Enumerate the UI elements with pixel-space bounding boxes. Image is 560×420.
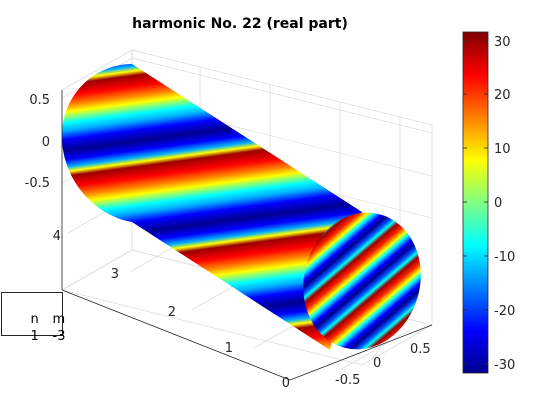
x-axis-ticks: -0.5 0 0.5 bbox=[335, 342, 431, 388]
z-tick-label: 0.5 bbox=[29, 93, 50, 108]
colorbar-tick-label: 30 bbox=[494, 35, 511, 50]
y-tick-label: 4 bbox=[53, 229, 61, 244]
y-tick-label: 1 bbox=[225, 341, 233, 356]
z-tick-label: -0.5 bbox=[25, 176, 50, 191]
colorbar-ticks bbox=[463, 40, 488, 365]
colorbar-tick-label: -30 bbox=[494, 358, 515, 373]
value-n: 1 bbox=[30, 329, 39, 344]
y-tick-label: 0 bbox=[282, 376, 290, 391]
header-n-label: n bbox=[30, 312, 39, 327]
header-m-label: m bbox=[52, 312, 66, 327]
colorbar: 30 20 10 0 -10 -20 -30 bbox=[462, 31, 515, 374]
colorbar-tick-label: -10 bbox=[494, 250, 515, 265]
axes-lines bbox=[61, 90, 433, 381]
x-tick-label: 0.5 bbox=[410, 342, 431, 357]
colorbar-tick-label: 0 bbox=[494, 196, 502, 211]
chart-title: harmonic No. 22 (real part) bbox=[132, 16, 348, 32]
x-tick-label: 0 bbox=[373, 356, 381, 371]
x-tick-label: -0.5 bbox=[335, 373, 360, 388]
colorbar-tick-label: 20 bbox=[494, 88, 511, 103]
y-axis-ticks: 0 1 2 3 4 bbox=[53, 229, 290, 391]
y-tick-label: 3 bbox=[111, 267, 119, 282]
indices-values-row: 1 -3 bbox=[14, 314, 75, 359]
z-axis-ticks: 0.5 0 -0.5 bbox=[25, 93, 50, 191]
z-tick-label: 0 bbox=[42, 135, 50, 150]
cylinder-end-cap bbox=[303, 212, 421, 350]
colorbar-tick-label: 10 bbox=[494, 142, 511, 157]
y-tick-label: 2 bbox=[168, 305, 176, 320]
value-m: -3 bbox=[52, 329, 66, 344]
colorbar-tick-label: -20 bbox=[494, 304, 515, 319]
colorbar-gradient bbox=[462, 31, 489, 374]
